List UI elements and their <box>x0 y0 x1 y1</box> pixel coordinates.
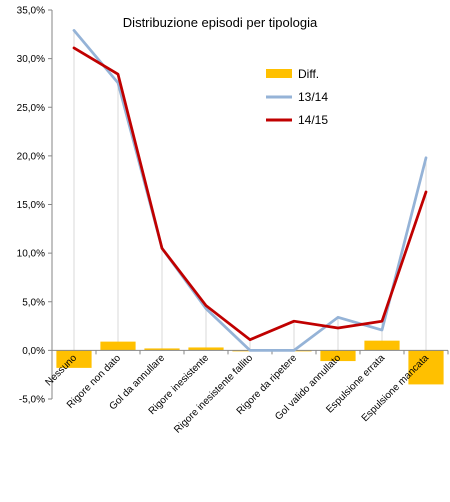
drop-lines <box>73 30 427 351</box>
bar-diff <box>144 348 180 351</box>
bar-diff <box>56 350 92 368</box>
y-axis-tick-labels: 35,0% 30,0% 25,0% 20,0% 15,0% 10,0% 5,0% 0,0% -5… <box>17 6 45 406</box>
y-tick-label: 35,0% <box>17 6 45 17</box>
bar-diff <box>320 350 356 362</box>
y-tick-label: 10,0% <box>17 249 45 260</box>
y-tick-label: 25,0% <box>17 103 45 114</box>
line-series-13-14 <box>72 29 428 352</box>
bar-diff <box>408 350 444 385</box>
legend: Diff. 13/14 14/15 <box>266 67 328 127</box>
legend-entry-label: 13/14 <box>298 90 328 104</box>
bar-series-diff <box>56 340 444 385</box>
line-series-14-15 <box>72 46 428 342</box>
y-tick-label: 30,0% <box>17 54 45 65</box>
y-tick-label: 15,0% <box>17 200 45 211</box>
legend-entry-label: Diff. <box>298 67 319 81</box>
bar-diff <box>364 340 400 351</box>
y-tick-label: 0,0% <box>22 346 45 357</box>
y-tick-label: -5,0% <box>19 395 45 406</box>
legend-swatch-bar <box>266 69 292 78</box>
bar-diff <box>188 347 224 351</box>
bar-diff <box>100 341 136 351</box>
y-tick-label: 20,0% <box>17 151 45 162</box>
y-tick-label: 5,0% <box>22 297 45 308</box>
chart-title: Distribuzione episodi per tipologia <box>123 15 318 30</box>
legend-entry-label: 14/15 <box>298 113 328 127</box>
line-series <box>72 29 428 352</box>
